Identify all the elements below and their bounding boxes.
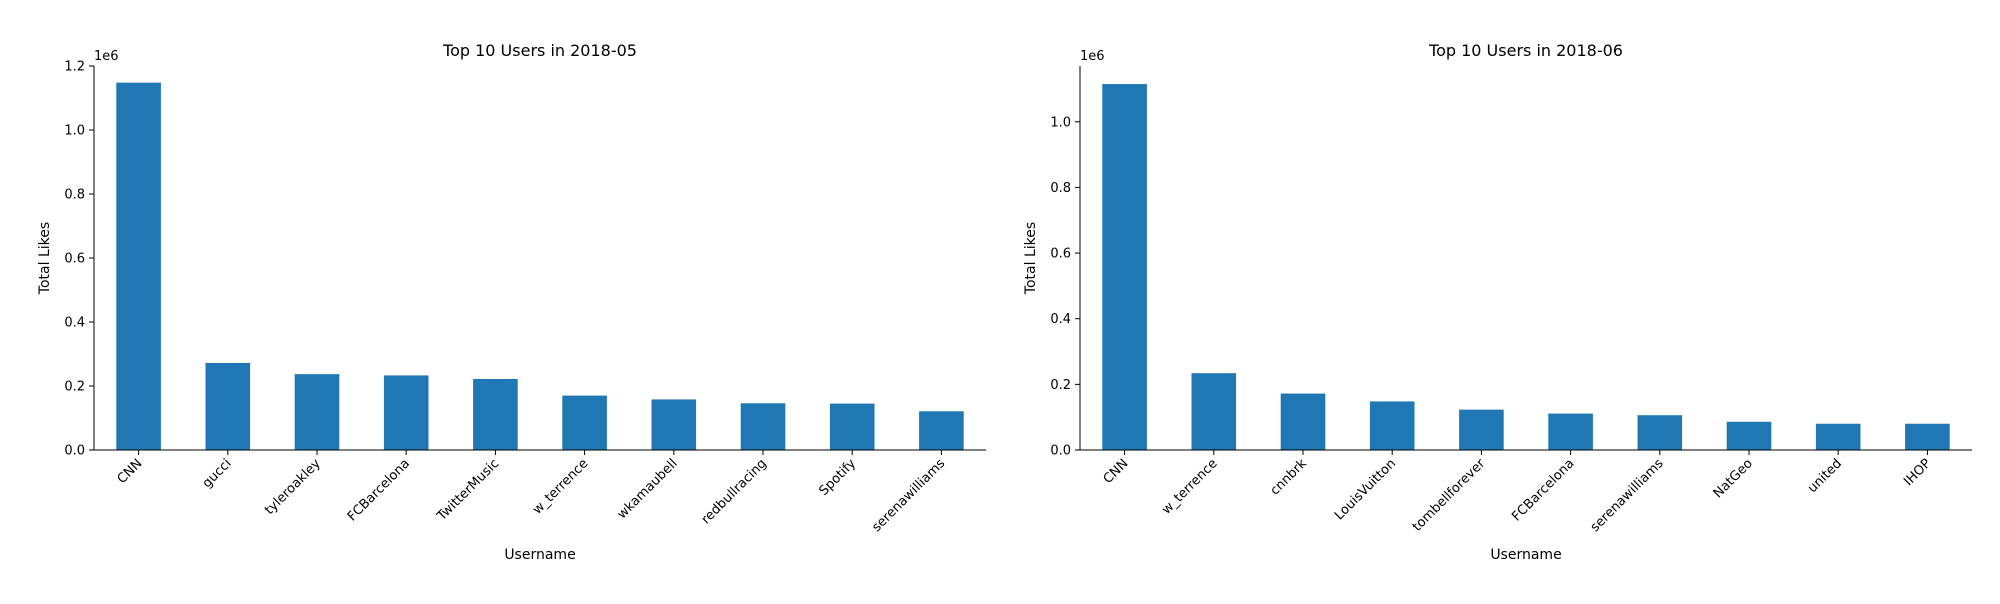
y-tick-label: 0.8: [64, 188, 85, 203]
y-tick-label: 0.2: [1050, 378, 1071, 393]
x-tick-label: tyleroakley: [262, 456, 324, 518]
x-tick-label: redbullracing: [699, 456, 770, 527]
x-tick-label: cnnbrk: [1268, 456, 1311, 499]
chart-title: Top 10 Users in 2018-06: [1428, 41, 1623, 60]
y-axis-label: Total Likes: [37, 222, 53, 295]
y-tick-label: 0.0: [64, 444, 85, 459]
bar-gucci: [205, 362, 251, 450]
bar-FCBarcelona: [1548, 413, 1593, 450]
x-ticks: CNN w_terrence cnnbrk LouisVuitton tombellfo…: [1101, 450, 1934, 535]
bar-wkamaubell: [651, 399, 697, 450]
y-ticks: 0.0 0.2 0.4 0.6 0.8 1.0: [1050, 115, 1080, 459]
x-tick-label: FCBarcelona: [1509, 456, 1577, 524]
x-tick-label: IHOP: [1901, 456, 1934, 489]
y-tick-label: 0.6: [64, 252, 85, 267]
y-tick-label: 0.4: [64, 316, 85, 331]
y-tick-label: 0.6: [1050, 247, 1071, 262]
bar-IHOP: [1905, 423, 1950, 450]
bar-serenawilliams: [1637, 415, 1683, 450]
y-tick-label: 0.2: [64, 380, 85, 395]
x-tick-label: TwitterMusic: [434, 456, 502, 524]
y-tick-label: 0.4: [1050, 312, 1071, 327]
bar-LouisVuitton: [1369, 401, 1415, 450]
x-tick-label: CNN: [1101, 456, 1132, 487]
bar-Spotify: [829, 403, 875, 450]
y-ticks: 0.0 0.2 0.4 0.6 0.8 1.0 1.2: [64, 60, 94, 459]
bar-CNN: [116, 82, 161, 450]
bar-redbullracing: [740, 403, 786, 450]
bar-FCBarcelona: [383, 375, 429, 450]
chart-panel-2018-05: Top 10 Users in 2018-05 Username Total L…: [37, 41, 986, 563]
x-ticks: CNN gucci tyleroakley FCBarcelona TwitterMus…: [115, 450, 948, 535]
y-axis-multiplier: 1e6: [94, 49, 119, 64]
bar-w_terrence: [1191, 373, 1237, 450]
bar-group: [116, 82, 964, 450]
bar-serenawilliams: [919, 411, 964, 450]
x-axis-label: Username: [1490, 547, 1561, 563]
x-tick-label: w_terrence: [1159, 456, 1220, 517]
x-tick-label: NatGeo: [1711, 456, 1756, 501]
y-axis-label: Total Likes: [1023, 222, 1039, 295]
y-tick-label: 1.0: [64, 124, 85, 139]
bar-w_terrence: [562, 395, 607, 450]
x-axis-label: Username: [504, 547, 575, 563]
x-tick-label: serenawilliams: [1588, 456, 1667, 535]
x-tick-label: FCBarcelona: [345, 456, 413, 524]
y-tick-label: 0.0: [1050, 444, 1071, 459]
y-axis-multiplier: 1e6: [1080, 49, 1105, 64]
x-tick-label: Spotify: [816, 456, 859, 499]
bar-cnnbrk: [1280, 393, 1326, 450]
x-tick-label: tombellforever: [1410, 456, 1489, 535]
bar-united: [1815, 423, 1861, 450]
x-tick-label: CNN: [115, 456, 146, 487]
y-tick-label: 1.2: [64, 60, 85, 75]
chart-panel-2018-06: Top 10 Users in 2018-06 Username Total L…: [1023, 41, 1972, 563]
x-tick-label: united: [1805, 456, 1845, 496]
x-tick-label: LouisVuitton: [1332, 456, 1399, 523]
x-tick-label: serenawilliams: [869, 456, 948, 535]
bar-TwitterMusic: [473, 378, 518, 450]
bar-CNN: [1102, 84, 1147, 451]
y-tick-label: 0.8: [1050, 181, 1071, 196]
x-tick-label: w_terrence: [530, 456, 591, 517]
bar-NatGeo: [1726, 421, 1772, 450]
chart-title: Top 10 Users in 2018-05: [442, 41, 637, 60]
x-tick-label: wkamaubell: [615, 456, 681, 522]
bar-group: [1102, 84, 1950, 451]
x-tick-label: gucci: [200, 456, 235, 491]
y-tick-label: 1.0: [1050, 115, 1071, 130]
bar-tombellforever: [1459, 409, 1504, 450]
bar-tyleroakley: [294, 374, 340, 450]
